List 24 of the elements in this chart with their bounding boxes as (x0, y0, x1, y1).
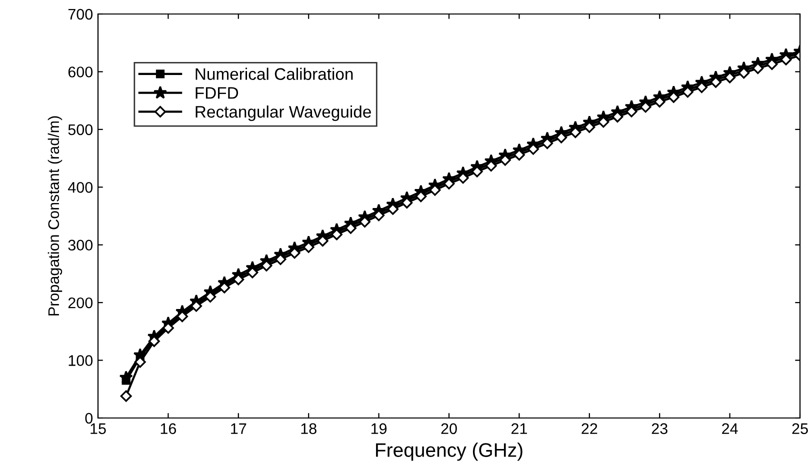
legend-label: Numerical Calibration (196, 68, 353, 80)
y-tick-label: 400 (68, 182, 93, 193)
x-tick-label: 25 (792, 423, 808, 434)
x-axis-title: Frequency (GHz) (376, 442, 522, 461)
y-tick-label: 500 (68, 124, 93, 136)
x-tick-label: 15 (90, 423, 106, 434)
x-tick-label: 20 (441, 423, 457, 434)
x-tick-label: 16 (160, 423, 176, 434)
x-tick-label: 21 (511, 423, 527, 434)
x-tick-label: 17 (231, 423, 246, 434)
y-tick-label: 700 (68, 8, 93, 20)
x-tick-label: 22 (582, 423, 598, 434)
y-axis-title: Propagation Constant (rad/m) (48, 116, 62, 316)
y-tick-label: 300 (68, 240, 93, 251)
y-tick-label: 200 (68, 297, 93, 308)
x-tick-label: 24 (722, 423, 738, 434)
y-tick-label: 600 (68, 66, 93, 78)
legend-label: Rectangular Waveguide (196, 105, 371, 122)
x-tick-label: 18 (301, 423, 316, 434)
legend-label: FDFD (196, 87, 238, 99)
y-tick-label: 100 (68, 355, 93, 366)
y-tick-label: 0 (85, 412, 93, 424)
x-tick-label: 19 (371, 423, 387, 434)
x-tick-label: 23 (652, 423, 668, 434)
